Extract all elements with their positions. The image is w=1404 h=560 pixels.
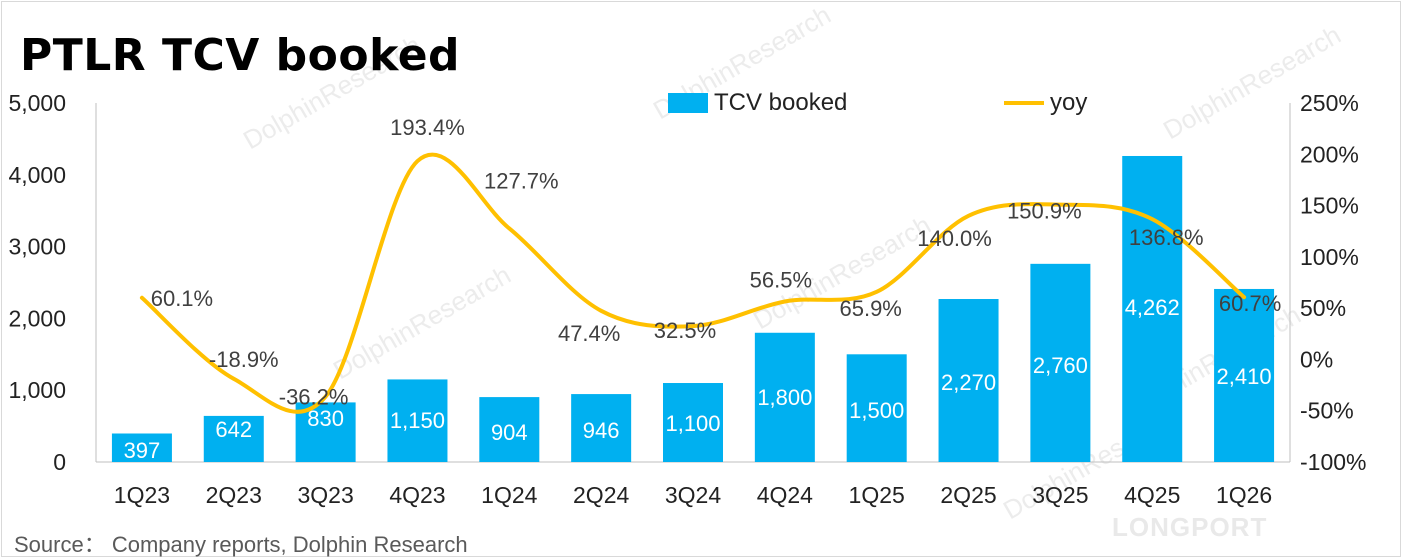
y-left-tick-label: 4,000	[8, 162, 66, 188]
legend: TCV booked yoy	[668, 89, 1087, 116]
x-tick-label: 2Q23	[206, 482, 262, 508]
line-data-label: 60.1%	[151, 286, 213, 311]
x-tick-label: 3Q24	[665, 482, 721, 508]
bar-data-label: 4,262	[1125, 295, 1180, 320]
line-data-label: 65.9%	[839, 296, 901, 321]
x-tick-label: 2Q24	[573, 482, 629, 508]
line-data-label: 32.5%	[654, 318, 716, 343]
bar-data-label: 1,800	[757, 385, 812, 410]
x-tick-label: 4Q23	[389, 482, 445, 508]
series-line-yoy	[139, 152, 1247, 414]
bar	[479, 397, 540, 462]
bar-data-label: 642	[215, 417, 252, 442]
labels-layer: 397 642 830 1,150 904 946 1,100 1,800 1,500 2,270…	[124, 115, 1282, 463]
x-tick-label: 1Q23	[114, 482, 170, 508]
line-layer	[139, 152, 1247, 414]
y-left-tick-label: 3,000	[8, 234, 66, 260]
y-right-tick-label: 0%	[1300, 346, 1333, 372]
y-left-tick-label: 0	[53, 449, 66, 475]
bar	[1122, 155, 1183, 462]
bar	[663, 383, 723, 462]
bar	[387, 379, 448, 462]
bar	[111, 433, 172, 462]
axes-layer: 0 1,000 2,000 3,000 4,000 5,000 -100% -50% 0% 50%…	[8, 90, 1366, 508]
line-data-label: -36.2%	[279, 385, 349, 410]
y-right-tick-label: -100%	[1300, 449, 1366, 475]
y-right-tick-label: 50%	[1300, 295, 1346, 321]
x-tick-label: 1Q26	[1216, 482, 1272, 508]
line-data-label: 60.7%	[1219, 291, 1281, 316]
line-data-label: -18.9%	[209, 347, 279, 372]
line-data-label: 193.4%	[390, 115, 465, 140]
y-right-tick-label: 100%	[1300, 244, 1359, 270]
y-left-tick-label: 2,000	[8, 305, 66, 331]
bar-data-label: 1,150	[390, 408, 445, 433]
x-tick-label: 1Q24	[481, 482, 537, 508]
chart-title: PTLR TCV booked	[20, 30, 461, 81]
line-data-label: 150.9%	[1007, 199, 1082, 224]
x-tick-label: 2Q25	[940, 482, 996, 508]
x-tick-label: 3Q25	[1032, 482, 1088, 508]
watermark-logo: LONGPORT	[1112, 512, 1268, 542]
line-data-label: 47.4%	[558, 321, 620, 346]
bar	[1030, 263, 1091, 462]
bar-data-label: 2,270	[941, 370, 996, 395]
y-left-tick-label: 5,000	[8, 90, 66, 116]
bars-layer	[111, 155, 1275, 462]
bar	[846, 354, 907, 462]
legend-label-line: yoy	[1050, 89, 1087, 116]
y-right-tick-label: 150%	[1300, 193, 1359, 219]
y-right-tick-label: 200%	[1300, 141, 1359, 167]
x-tick-label: 4Q25	[1124, 482, 1180, 508]
bar-data-label: 397	[124, 438, 161, 463]
line-data-label: 56.5%	[750, 267, 812, 292]
y-right-tick-label: -50%	[1300, 398, 1354, 424]
legend-label-bar: TCV booked	[714, 89, 847, 116]
bar-data-label: 830	[307, 406, 344, 431]
bar-data-label: 946	[583, 418, 620, 443]
bar-data-label: 904	[491, 420, 528, 445]
line-data-label: 127.7%	[484, 168, 559, 193]
bar-data-label: 2,760	[1033, 353, 1088, 378]
y-right-tick-label: 250%	[1300, 90, 1359, 116]
bar-data-label: 1,500	[849, 398, 904, 423]
bar	[571, 394, 632, 462]
line-data-label: 136.8%	[1129, 225, 1204, 250]
bar	[754, 332, 815, 462]
x-tick-label: 3Q23	[297, 482, 353, 508]
watermark-text: DolphinResearch	[1158, 19, 1346, 145]
line-data-label: 140.0%	[917, 226, 992, 251]
y-left-tick-label: 1,000	[8, 377, 66, 403]
legend-swatch-bar	[668, 93, 708, 113]
bar	[938, 299, 999, 462]
bar	[203, 415, 264, 462]
source-note: Source： Company reports, Dolphin Researc…	[14, 532, 468, 557]
bar	[1214, 288, 1275, 462]
bar-data-label: 1,100	[665, 411, 720, 436]
x-tick-label: 1Q25	[849, 482, 905, 508]
x-tick-label: 4Q24	[757, 482, 813, 508]
bar-data-label: 2,410	[1217, 364, 1272, 389]
